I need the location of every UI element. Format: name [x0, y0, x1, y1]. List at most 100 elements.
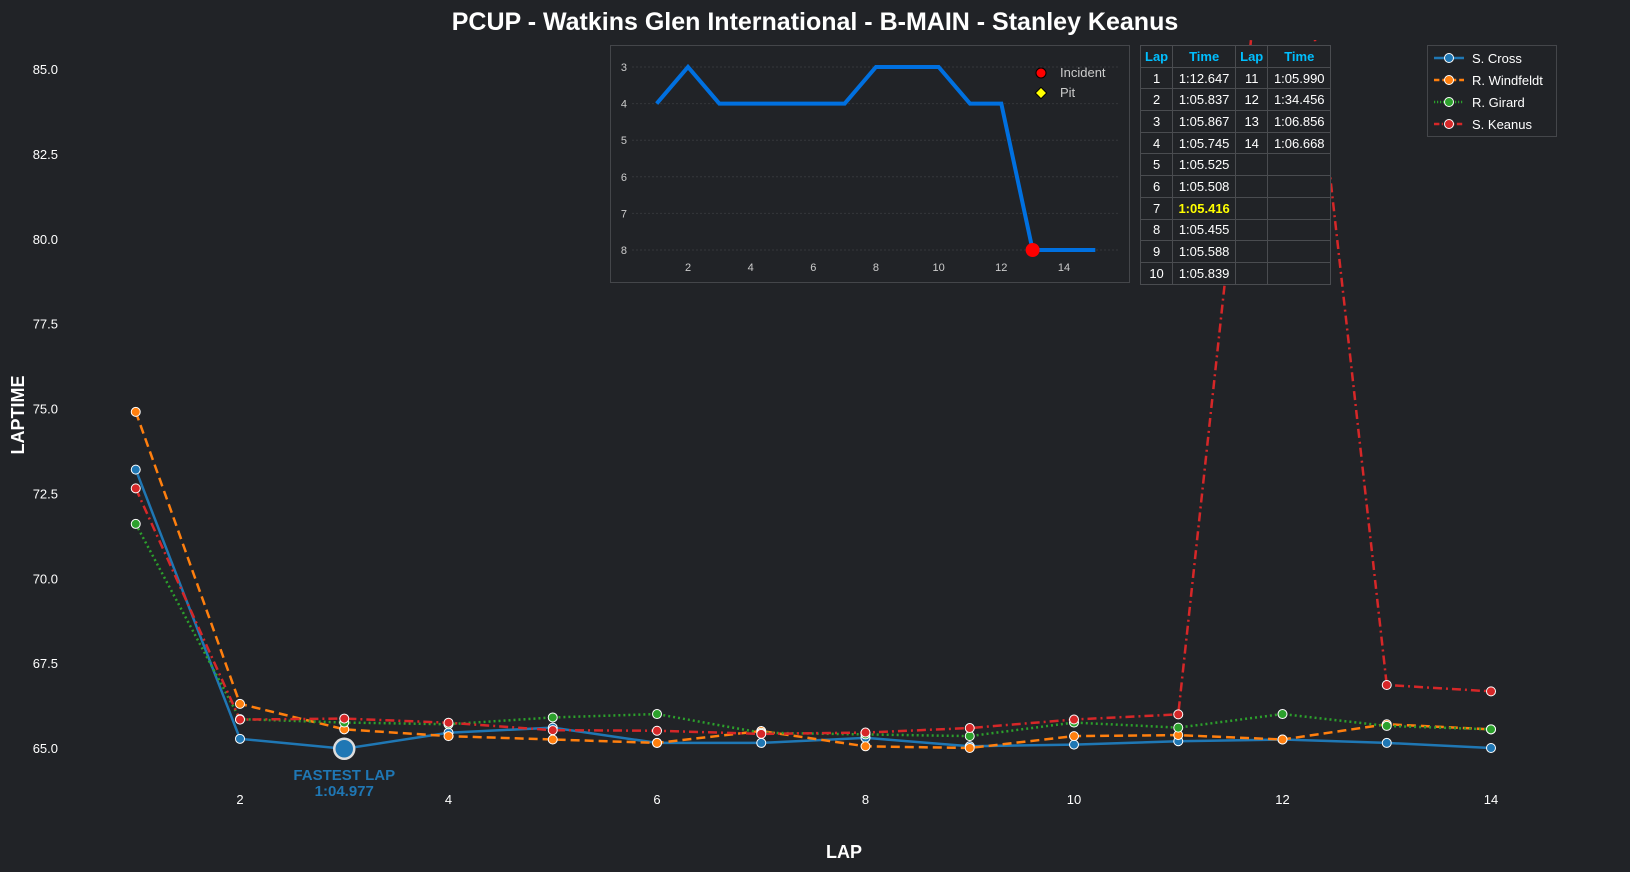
- lap-number-cell: [1235, 261, 1269, 285]
- lap-number-cell: 1: [1139, 66, 1174, 90]
- data-point: [547, 712, 558, 723]
- lap-time-cell: [1267, 240, 1332, 263]
- lap-time-cell: 1:05.837: [1172, 88, 1237, 112]
- inset-x-tick-label: 2: [685, 262, 691, 274]
- data-point: [547, 734, 558, 745]
- inset-y-tick-label: 8: [621, 245, 627, 257]
- y-axis-label: LAPTIME: [8, 376, 28, 455]
- inset-y-tick-label: 5: [621, 135, 627, 147]
- lap-time-cell: 1:06.856: [1267, 110, 1332, 133]
- data-point: [860, 741, 871, 752]
- y-tick-label: 70.0: [33, 571, 58, 586]
- table-row: 2 1:05.837 12 1:34.456: [1139, 88, 1332, 112]
- lap-time-cell: [1267, 153, 1332, 177]
- data-point: [547, 725, 558, 736]
- lap-number-cell: [1235, 240, 1269, 263]
- y-tick-label: 72.5: [33, 486, 58, 501]
- legend-line-icon: [1434, 53, 1464, 63]
- lap-time-cell: 1:05.839: [1172, 261, 1237, 285]
- fastest-lap-label: FASTEST LAP: [293, 767, 395, 784]
- fastest-lap-time: 1:04.977: [315, 783, 374, 800]
- data-point: [235, 698, 245, 709]
- inset-x-tick-label: 8: [873, 262, 879, 274]
- data-point: [756, 737, 767, 748]
- inset-y-tick-label: 6: [621, 172, 627, 184]
- series-line-r-windfeldt: [134, 411, 1492, 750]
- table-row: 3 1:05.867 13 1:06.856: [1139, 110, 1332, 133]
- x-axis-label: LAP: [826, 842, 862, 862]
- x-tick-label: 2: [236, 792, 243, 807]
- header-lap: Lap: [1139, 45, 1174, 68]
- inset-y-tick-label: 4: [621, 99, 627, 111]
- lap-time-cell: 1:05.588: [1172, 240, 1237, 263]
- legend-line-icon: [1434, 75, 1464, 85]
- data-point: [652, 725, 662, 736]
- data-point: [130, 483, 141, 494]
- x-tick-label: 8: [862, 792, 869, 807]
- header-time: Time: [1172, 45, 1237, 68]
- lap-time-cell: 1:05.525: [1172, 153, 1237, 177]
- y-tick-label: 77.5: [33, 317, 58, 332]
- data-point: [652, 737, 662, 748]
- lap-number-cell: 10: [1139, 261, 1174, 285]
- lap-number-cell: [1235, 196, 1269, 220]
- lap-number-cell: [1235, 175, 1269, 198]
- lap-number-cell: 8: [1139, 218, 1174, 242]
- data-point: [443, 717, 454, 728]
- position-line: [655, 63, 1096, 252]
- data-point: [1486, 743, 1496, 753]
- incident-legend-label: Incident: [1060, 65, 1106, 80]
- legend-item: S. Cross: [1428, 48, 1556, 68]
- data-point: [1486, 724, 1496, 735]
- data-point: [130, 464, 141, 475]
- lap-number-cell: 12: [1235, 88, 1269, 112]
- data-point: [860, 727, 871, 738]
- pit-legend-label: Pit: [1060, 85, 1076, 100]
- lap-number-cell: 6: [1139, 175, 1174, 198]
- y-tick-label: 85.0: [33, 62, 58, 77]
- series-line-s-cross: [134, 469, 1492, 751]
- y-tick-label: 75.0: [33, 402, 58, 417]
- data-point: [1069, 739, 1079, 750]
- legend-label: R. Windfeldt: [1472, 72, 1543, 88]
- data-point: [1277, 734, 1288, 745]
- lap-time-cell: 1:05.508: [1172, 175, 1237, 198]
- lap-time-cell: 1:34.456: [1267, 88, 1332, 112]
- x-tick-label: 14: [1484, 792, 1498, 807]
- lap-number-cell: 11: [1235, 66, 1269, 90]
- data-point: [964, 743, 975, 753]
- lap-time-cell: [1267, 196, 1332, 220]
- data-point: [1069, 714, 1079, 725]
- legend-line-icon: [1434, 119, 1464, 129]
- data-point: [235, 733, 245, 744]
- legend-label: S. Keanus: [1472, 116, 1532, 132]
- lap-number-cell: [1235, 218, 1269, 242]
- lap-time-cell: [1267, 261, 1332, 285]
- lap-time-cell: 1:06.668: [1267, 131, 1332, 155]
- inset-x-tick-label: 4: [748, 262, 754, 274]
- data-point: [1277, 709, 1288, 720]
- lap-number-cell: 14: [1235, 131, 1269, 155]
- inset-x-tick-label: 10: [933, 262, 945, 274]
- lap-time-cell: 1:05.867: [1172, 110, 1237, 133]
- x-tick-label: 4: [445, 792, 452, 807]
- table-row: 6 1:05.508: [1139, 175, 1332, 198]
- legend-label: R. Girard: [1472, 94, 1525, 110]
- chart-legend: S. Cross R. Windfeldt R. Girard S. Keanus: [1427, 45, 1557, 137]
- chart-title: PCUP - Watkins Glen International - B-MA…: [452, 8, 1179, 36]
- table-row: 9 1:05.588: [1139, 240, 1332, 263]
- table-row: 7 1:05.416: [1139, 196, 1332, 220]
- table-row: 5 1:05.525: [1139, 153, 1332, 177]
- lap-time-cell: 1:05.990: [1267, 66, 1332, 90]
- data-point: [1173, 722, 1184, 733]
- fastest-lap-marker: [333, 737, 356, 761]
- legend-item: R. Girard: [1428, 92, 1556, 112]
- inset-x-tick-label: 6: [810, 262, 816, 274]
- data-point: [1381, 720, 1392, 731]
- lap-number-cell: [1235, 153, 1269, 177]
- incident-legend-icon: [1035, 67, 1047, 79]
- series-line-r-girard: [134, 523, 1492, 738]
- lap-time-cell: [1267, 175, 1332, 198]
- inset-x-tick-label: 12: [995, 262, 1007, 274]
- lap-number-cell: 13: [1235, 110, 1269, 133]
